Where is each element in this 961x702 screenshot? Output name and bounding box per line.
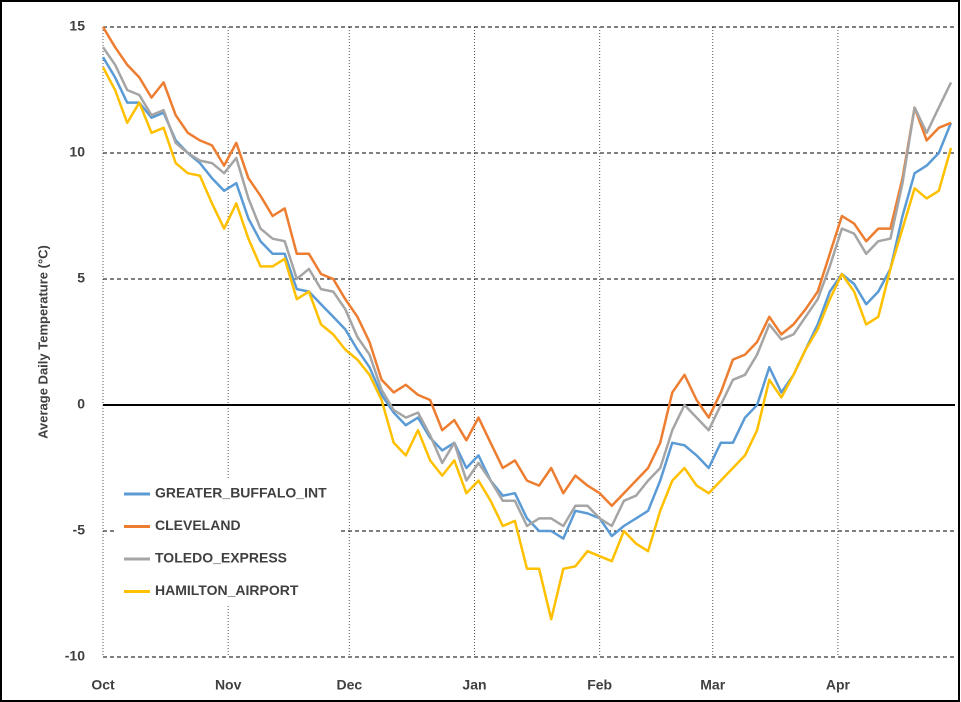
x-tick-label: Nov — [215, 677, 242, 693]
legend-label: TOLEDO_EXPRESS — [155, 550, 287, 566]
y-axis-label: Average Daily Temperature (°C) — [35, 245, 50, 439]
y-tick-label: 15 — [69, 18, 85, 34]
legend-label: HAMILTON_AIRPORT — [155, 582, 299, 598]
series-line — [101, 66, 953, 621]
y-tick-label: 10 — [69, 144, 85, 160]
x-tick-label: Apr — [826, 677, 851, 693]
y-tick-label: -5 — [73, 522, 86, 538]
x-tick-label: Feb — [587, 677, 612, 693]
y-tick-label: -10 — [65, 648, 85, 664]
x-tick-label: Dec — [336, 677, 362, 693]
legend-box — [115, 478, 340, 606]
x-tick-label: Oct — [91, 677, 115, 693]
series-line — [101, 46, 953, 528]
series-line — [101, 26, 952, 508]
legend-label: GREATER_BUFFALO_INT — [155, 485, 327, 501]
legend-label: CLEVELAND — [155, 517, 241, 533]
y-tick-label: 0 — [77, 396, 85, 412]
x-tick-label: Mar — [700, 677, 725, 693]
x-tick-label: Jan — [462, 677, 486, 693]
y-tick-label: 5 — [77, 270, 85, 286]
